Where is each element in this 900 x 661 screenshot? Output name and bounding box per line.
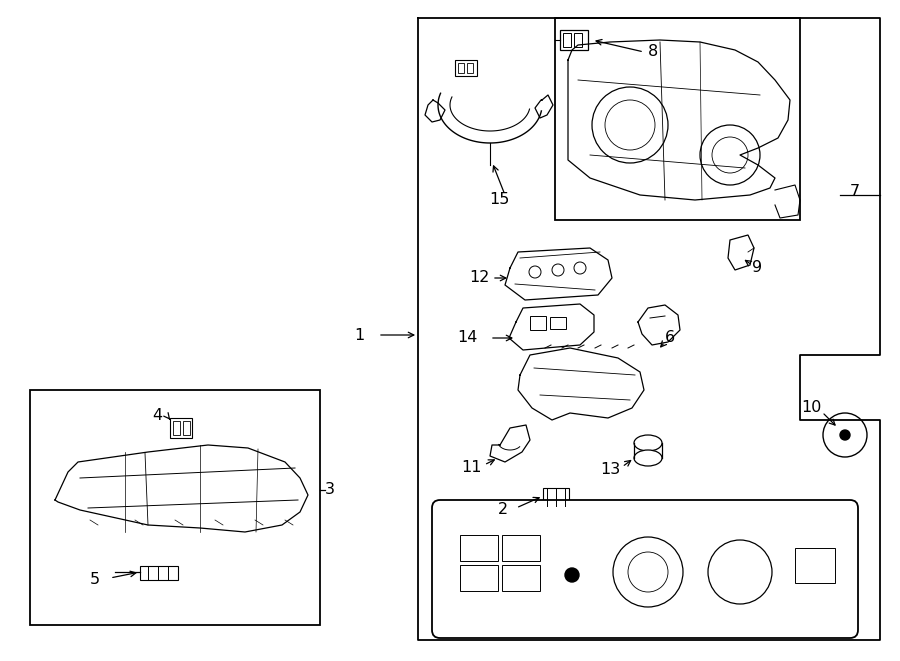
Bar [563,33,571,47]
Bar [30,390,320,625]
Text: 11: 11 [462,461,482,475]
Bar [795,548,835,583]
Bar [530,316,546,330]
Circle shape [565,568,579,582]
FancyBboxPatch shape [432,500,858,638]
Text: 14: 14 [457,330,478,346]
Text: 8: 8 [648,44,658,59]
Text: 4: 4 [152,407,162,422]
Bar [458,63,464,73]
Text: 2: 2 [498,502,508,518]
Bar [502,565,540,591]
Text: 5: 5 [90,572,100,588]
Polygon shape [728,235,754,270]
Bar [550,317,566,329]
Text: 15: 15 [490,192,510,208]
Text: 3: 3 [325,483,335,498]
Bar [555,18,800,220]
Bar [170,418,192,438]
Ellipse shape [634,450,662,466]
Text: 1: 1 [355,327,365,342]
Ellipse shape [634,435,662,451]
Bar [543,488,569,506]
Bar [460,535,498,561]
Bar [183,421,190,435]
Bar [455,60,477,76]
Text: 10: 10 [802,401,822,416]
Bar [560,30,588,50]
Text: 6: 6 [665,330,675,346]
Bar [140,566,178,580]
Text: 13: 13 [599,463,620,477]
Text: 7: 7 [850,184,860,200]
Text: 9: 9 [752,260,762,276]
Circle shape [840,430,850,440]
Bar [460,565,498,591]
Text: 12: 12 [470,270,490,286]
Bar [173,421,180,435]
Bar [467,63,473,73]
Bar [574,33,582,47]
Bar [502,535,540,561]
